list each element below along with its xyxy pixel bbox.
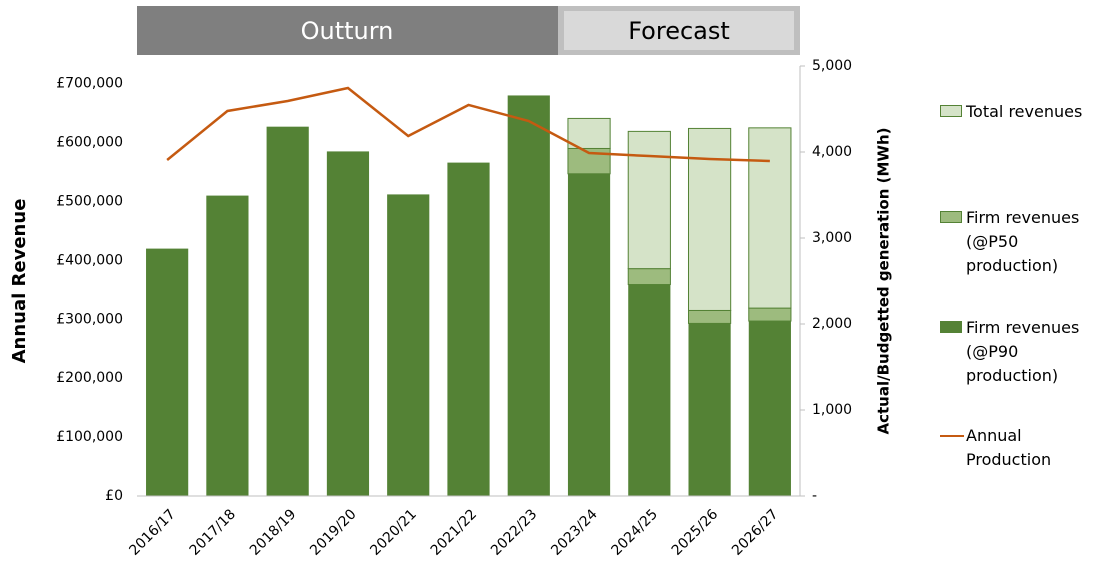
legend-label: Total revenues bbox=[966, 102, 1083, 121]
bar-segment bbox=[627, 268, 671, 286]
bar-segment bbox=[627, 130, 671, 270]
y2-axis-label: Actual/Budgetted generation (MWh) bbox=[875, 128, 893, 435]
x-tick-label: 2026/27 bbox=[729, 506, 781, 558]
legend-symbol bbox=[940, 105, 962, 117]
y2-tick-label: - bbox=[812, 488, 817, 504]
bar-segment bbox=[748, 321, 791, 496]
y2-tick-label: 4,000 bbox=[812, 144, 852, 160]
y-tick-label: £0 bbox=[105, 488, 123, 504]
bar-segment bbox=[567, 173, 611, 496]
y-tick-label: £300,000 bbox=[56, 311, 123, 327]
bar-segment bbox=[567, 117, 611, 149]
y-tick-label: £200,000 bbox=[56, 370, 123, 386]
x-tick-label: 2021/22 bbox=[428, 506, 480, 558]
bar-segment bbox=[266, 126, 309, 496]
bar-segment bbox=[447, 162, 490, 497]
bar-segment bbox=[687, 127, 732, 311]
bar-segment bbox=[387, 194, 430, 497]
bar-segment bbox=[748, 127, 792, 309]
legend-label: Annual Production bbox=[966, 426, 1052, 469]
legend-symbol bbox=[940, 321, 962, 333]
bar-segment bbox=[146, 248, 189, 496]
x-tick-label: 2019/20 bbox=[307, 506, 359, 558]
x-tick-label: 2025/26 bbox=[669, 506, 722, 559]
bar-segment bbox=[688, 323, 731, 496]
x-tick-label: 2016/17 bbox=[126, 506, 178, 558]
x-tick-label: 2018/19 bbox=[247, 506, 299, 558]
y-tick-label: £400,000 bbox=[56, 252, 123, 268]
y2-tick-label: 2,000 bbox=[812, 316, 852, 332]
x-tick-label: 2022/23 bbox=[488, 506, 540, 558]
y2-tick-label: 3,000 bbox=[812, 230, 852, 246]
header-label: Outturn bbox=[301, 17, 394, 45]
y2-tick-label: 5,000 bbox=[812, 58, 852, 74]
header-outturn bbox=[137, 6, 558, 55]
bar-segment bbox=[628, 284, 671, 496]
y2-tick-label: 1,000 bbox=[812, 402, 852, 418]
y-tick-label: £600,000 bbox=[56, 135, 123, 151]
x-tick-label: 2017/18 bbox=[187, 506, 239, 558]
bar-segment bbox=[748, 307, 792, 322]
legend-label: Firm revenues (@P90 production) bbox=[966, 318, 1080, 385]
bar-segment bbox=[206, 195, 249, 496]
header-label: Forecast bbox=[628, 17, 730, 45]
production-line bbox=[166, 86, 770, 163]
x-tick-label: 2023/24 bbox=[548, 506, 601, 559]
bar-segment bbox=[326, 151, 370, 497]
bar-segment bbox=[507, 95, 550, 496]
y-tick-label: £100,000 bbox=[56, 429, 123, 445]
legend-symbol bbox=[940, 435, 964, 437]
y-tick-label: £700,000 bbox=[56, 76, 123, 92]
bar-segment bbox=[687, 309, 732, 324]
x-tick-label: 2024/25 bbox=[609, 506, 661, 558]
legend-label: Firm revenues (@P50 production) bbox=[966, 208, 1080, 275]
y-axis-label: Annual Revenue bbox=[9, 199, 30, 364]
y-tick-label: £500,000 bbox=[56, 193, 123, 209]
x-tick-label: 2020/21 bbox=[367, 506, 419, 558]
header-forecast bbox=[564, 11, 794, 50]
legend-symbol bbox=[940, 211, 962, 223]
